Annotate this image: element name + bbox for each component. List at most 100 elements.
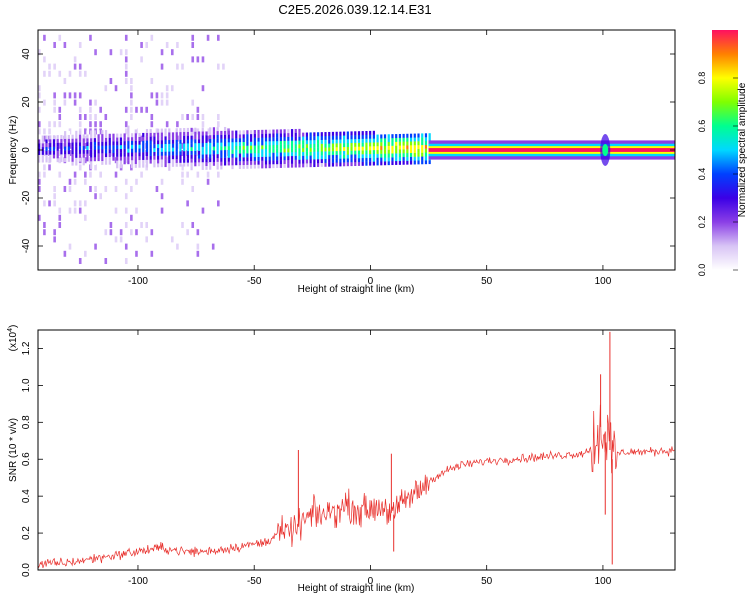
heat-cell xyxy=(58,106,62,113)
heat-cell xyxy=(138,133,141,138)
heat-cell xyxy=(209,154,212,159)
heat-cell xyxy=(387,134,390,139)
heat-cell xyxy=(112,160,115,165)
heat-cell xyxy=(376,134,379,139)
heat-cell xyxy=(302,144,305,149)
heat-cell xyxy=(71,150,74,155)
heat-cell xyxy=(109,49,113,56)
heat-cell xyxy=(387,149,390,154)
heat-cell xyxy=(350,139,353,144)
heat-cell xyxy=(186,114,189,120)
heat-cell xyxy=(343,131,346,136)
heat-cell xyxy=(217,171,220,178)
heat-cell xyxy=(283,163,286,168)
heat-cell xyxy=(71,153,74,158)
heat-cell xyxy=(176,243,179,250)
heat-cell xyxy=(104,141,108,146)
heat-cell xyxy=(168,155,171,160)
heat-cell xyxy=(194,135,197,140)
heat-cell xyxy=(283,159,286,164)
heat-cell xyxy=(223,130,227,135)
heat-cell xyxy=(380,157,383,162)
x-tick-label: 100 xyxy=(595,576,612,587)
heat-cell xyxy=(279,163,282,168)
heat-cell xyxy=(116,160,119,165)
heat-cell xyxy=(112,149,115,154)
heat-cell xyxy=(175,143,178,148)
heat-cell xyxy=(238,130,242,135)
heat-cell xyxy=(376,157,379,162)
heat-cell xyxy=(250,145,253,150)
heat-cell xyxy=(38,158,41,163)
heat-cell xyxy=(43,135,46,142)
heat-cell xyxy=(253,153,256,158)
heat-cell xyxy=(320,162,323,167)
heat-cell xyxy=(283,152,286,157)
heat-cell xyxy=(179,139,182,144)
heat-cell xyxy=(186,200,189,207)
heat-cell xyxy=(339,139,342,144)
heat-cell xyxy=(48,128,51,135)
heat-cell xyxy=(43,34,46,41)
heat-cell xyxy=(153,132,156,137)
heat-cell xyxy=(153,147,156,152)
heat-cell xyxy=(119,137,123,142)
heat-cell xyxy=(78,149,82,154)
heat-cell xyxy=(372,138,375,143)
heat-cell xyxy=(424,160,428,165)
heat-cell xyxy=(324,135,327,140)
heat-cell xyxy=(67,146,70,151)
heat-cell xyxy=(93,130,96,135)
heat-cell xyxy=(175,155,178,160)
heat-cell xyxy=(212,127,216,132)
heat-cell xyxy=(424,133,428,138)
heat-cell xyxy=(335,135,338,140)
heat-cell xyxy=(168,136,171,141)
heat-cell xyxy=(391,149,394,154)
heat-cell xyxy=(138,148,141,153)
heat-cell xyxy=(421,144,424,149)
heat-cell xyxy=(294,155,297,160)
heat-cell xyxy=(123,160,126,165)
heat-cell xyxy=(365,157,368,162)
heat-cell xyxy=(56,135,59,140)
heat-cell xyxy=(298,148,301,153)
heat-cell xyxy=(75,157,78,162)
heat-cell xyxy=(94,49,97,56)
heat-cell xyxy=(157,147,160,152)
heat-cell xyxy=(138,136,141,141)
heat-cell xyxy=(150,114,154,120)
heat-cell xyxy=(194,154,197,159)
heat-cell xyxy=(45,154,48,159)
heat-cell xyxy=(123,137,126,142)
heat-cell xyxy=(313,140,316,145)
heat-cell xyxy=(86,157,89,162)
heat-cell xyxy=(89,114,92,120)
heat-cell xyxy=(101,160,104,165)
heat-cell xyxy=(108,141,111,146)
heat-cell xyxy=(238,157,242,162)
heat-cell xyxy=(67,154,70,159)
heat-cell xyxy=(138,140,141,145)
heat-cell xyxy=(43,171,46,178)
heat-cell xyxy=(298,155,301,160)
heat-cell xyxy=(290,136,294,141)
heat-cell xyxy=(142,136,145,141)
heat-cell xyxy=(130,106,133,113)
heat-cell xyxy=(357,135,361,140)
heat-cell xyxy=(395,141,398,146)
heat-cell xyxy=(160,140,163,145)
heat-cell xyxy=(290,144,294,149)
heat-cell xyxy=(313,159,316,164)
heat-cell xyxy=(387,145,390,150)
heat-cell xyxy=(114,157,118,164)
heat-cell xyxy=(328,147,331,152)
heat-cell xyxy=(186,158,189,163)
heat-cell xyxy=(268,156,271,161)
heat-cell xyxy=(64,138,67,143)
heat-cell xyxy=(428,133,431,138)
heat-cell xyxy=(78,114,82,120)
heat-cell xyxy=(124,70,128,77)
heat-cell xyxy=(309,159,312,164)
heat-cell xyxy=(231,134,234,139)
